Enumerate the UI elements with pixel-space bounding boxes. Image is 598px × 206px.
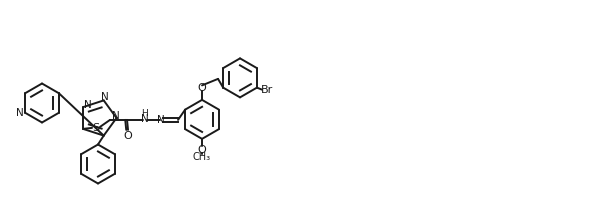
Text: N: N — [84, 100, 91, 110]
Text: N: N — [16, 108, 23, 118]
Text: O: O — [198, 145, 206, 155]
Text: H: H — [141, 109, 148, 118]
Text: N: N — [141, 114, 148, 124]
Text: N: N — [157, 115, 165, 125]
Text: Br: Br — [261, 85, 273, 95]
Text: O: O — [124, 131, 132, 141]
Text: N: N — [101, 92, 109, 102]
Text: CH₃: CH₃ — [193, 152, 211, 162]
Text: S: S — [93, 123, 100, 133]
Text: O: O — [198, 83, 206, 93]
Text: N: N — [112, 111, 120, 121]
